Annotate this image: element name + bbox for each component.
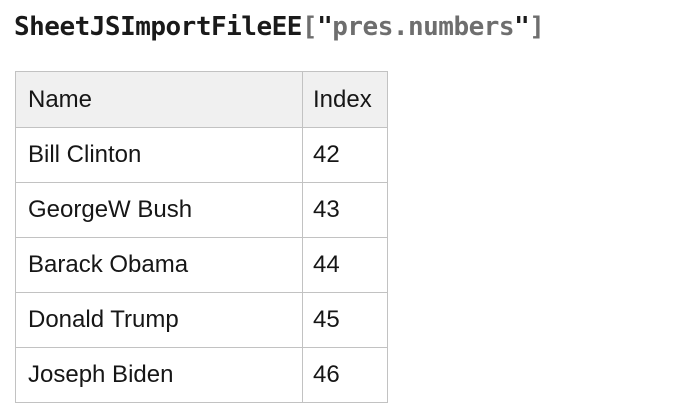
table-row: Joseph Biden 46 <box>15 347 388 403</box>
table-row: Barack Obama 44 <box>15 237 388 293</box>
cell-index: 45 <box>302 292 388 348</box>
cell-name: Donald Trump <box>15 292 303 348</box>
title-quote-close: " <box>514 12 530 42</box>
table-row: GeorgeW Bush 43 <box>15 182 388 238</box>
table-header-row: Name Index <box>15 71 388 128</box>
column-header-name: Name <box>15 71 303 128</box>
table-row: Bill Clinton 42 <box>15 127 388 183</box>
cell-name: Barack Obama <box>15 237 303 293</box>
cell-name: Bill Clinton <box>15 127 303 183</box>
page-title: SheetJSImportFileEE["pres.numbers"] <box>14 11 545 43</box>
title-bracket-open: [ <box>301 12 318 42</box>
title-quote-open: " <box>317 12 333 42</box>
cell-index: 42 <box>302 127 388 183</box>
table-row: Donald Trump 45 <box>15 292 388 348</box>
title-filename: pres.numbers <box>332 12 515 42</box>
title-component-name: SheetJSImportFileEE <box>14 12 302 42</box>
title-bracket-close: ] <box>529 12 545 42</box>
cell-index: 43 <box>302 182 388 238</box>
column-header-index: Index <box>302 71 388 128</box>
cell-index: 44 <box>302 237 388 293</box>
cell-name: GeorgeW Bush <box>15 182 303 238</box>
cell-index: 46 <box>302 347 388 403</box>
cell-name: Joseph Biden <box>15 347 303 403</box>
presidents-table: Name Index Bill Clinton 42 GeorgeW Bush … <box>15 71 388 403</box>
